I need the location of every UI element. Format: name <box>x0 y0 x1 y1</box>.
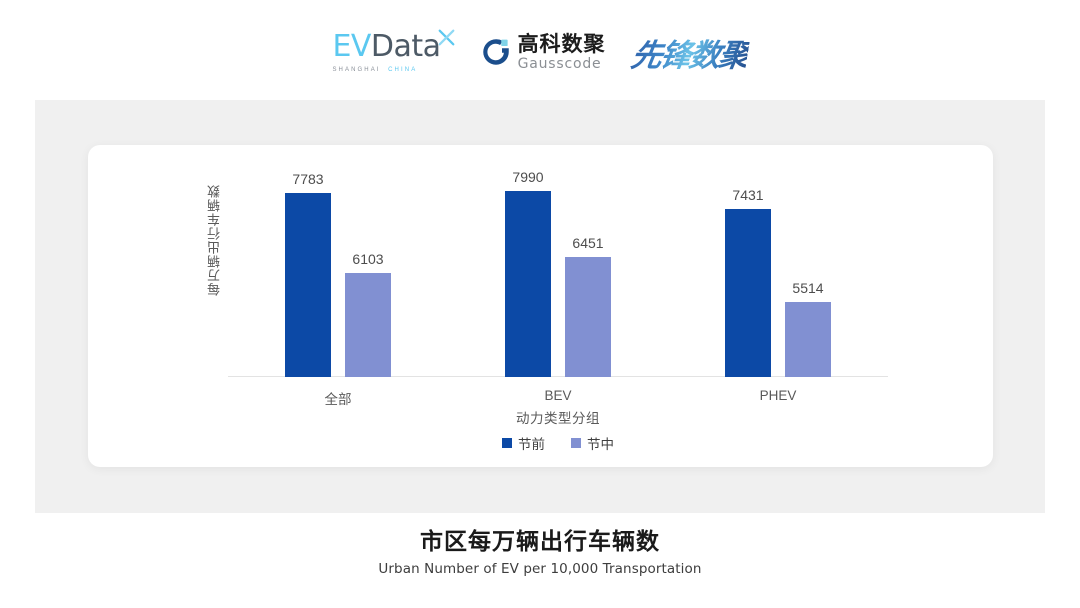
bar-value-label: 7431 <box>732 187 764 204</box>
evdata-word-data: Data <box>370 28 441 64</box>
gausscode-name-en: Gausscode <box>517 55 602 72</box>
gausscode-name-cn: 高科数聚 <box>517 31 606 56</box>
bar[interactable] <box>505 191 551 377</box>
bar-group: 7783 6103 全部 <box>228 170 448 407</box>
chart-card: 每万辆出行车辆数 7783 6103 全部 7990 6451 BEV 7431 5514 PH… <box>88 145 993 467</box>
bar-value-label: 7990 <box>512 169 544 185</box>
bar-group: 7431 5514 PHEV <box>668 170 888 403</box>
evdata-tagline-china: CHINA <box>388 66 418 73</box>
evdata-tagline: SHANGHAI CHINA <box>332 67 417 73</box>
bar[interactable] <box>345 273 391 377</box>
evdata-logo: EVData SHANGHAI CHINA <box>332 28 454 73</box>
x-axis-tick-label: 全部 <box>324 392 352 407</box>
logo-bar: EVData SHANGHAI CHINA 高科数聚 Gausscode 先锋数… <box>0 22 1080 82</box>
bar-value-label: 6451 <box>572 234 604 251</box>
bar-group: 7990 6451 BEV <box>448 170 668 403</box>
evdata-word-ev: EV <box>332 28 371 64</box>
x-axis-tick-label: BEV <box>544 388 572 403</box>
legend-swatch-icon <box>571 438 581 448</box>
bar-column: 5514 <box>785 170 831 377</box>
legend-swatch-icon <box>502 438 512 448</box>
gausscode-logo: 高科数聚 Gausscode <box>481 31 606 72</box>
bar-group-bars: 7990 6451 <box>448 170 668 377</box>
bar[interactable] <box>725 209 771 377</box>
x-axis-title: 动力类型分组 <box>516 411 600 426</box>
xianfeng-logo: 先锋数聚 <box>628 30 751 75</box>
bar[interactable] <box>785 301 831 377</box>
circular-g-icon <box>482 39 509 65</box>
figure-caption: 市区每万辆出行车辆数 Urban Number of EV per 10,000… <box>0 528 1080 577</box>
legend-item[interactable]: 节前 <box>502 433 545 453</box>
bar-column: 6103 <box>345 170 391 377</box>
chart-legend: 节前 节中 <box>228 433 888 453</box>
bar-group-bars: 7431 5514 <box>668 170 888 377</box>
bar-column: 6451 <box>565 170 611 377</box>
bar-value-label: 5514 <box>792 279 824 296</box>
bar-column: 7431 <box>725 170 771 377</box>
plot-area: 7783 6103 全部 7990 6451 BEV 7431 5514 PHEV <box>228 170 888 407</box>
evdata-wordmark: EVData <box>332 28 441 64</box>
caption-subtitle: Urban Number of EV per 10,000 Transporta… <box>378 560 702 577</box>
evdata-tagline-shanghai: SHANGHAI <box>332 66 381 73</box>
bar[interactable] <box>285 192 331 377</box>
legend-item[interactable]: 节中 <box>571 433 614 453</box>
bar-value-label: 7783 <box>292 170 324 187</box>
gausscode-text: 高科数聚 Gausscode <box>517 31 606 72</box>
y-axis-title: 每万辆出行车辆数 <box>207 184 222 296</box>
x-cross-icon <box>438 29 454 45</box>
bar-column: 7990 <box>505 170 551 377</box>
x-axis-line <box>228 376 888 377</box>
bar[interactable] <box>565 256 611 377</box>
bar-value-label: 6103 <box>352 251 384 268</box>
bar-group-bars: 7783 6103 <box>228 170 448 377</box>
x-axis-tick-label: PHEV <box>759 388 797 403</box>
bar-groups: 7783 6103 全部 7990 6451 BEV 7431 5514 PHEV <box>228 170 888 407</box>
legend-label: 节中 <box>587 437 614 452</box>
caption-title: 市区每万辆出行车辆数 <box>420 529 660 555</box>
legend-label: 节前 <box>518 437 545 452</box>
bar-column: 7783 <box>285 170 331 377</box>
